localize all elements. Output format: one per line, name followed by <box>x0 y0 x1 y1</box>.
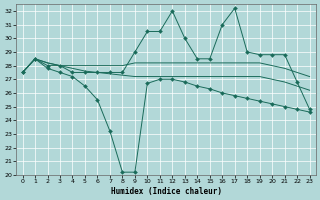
X-axis label: Humidex (Indice chaleur): Humidex (Indice chaleur) <box>111 187 221 196</box>
